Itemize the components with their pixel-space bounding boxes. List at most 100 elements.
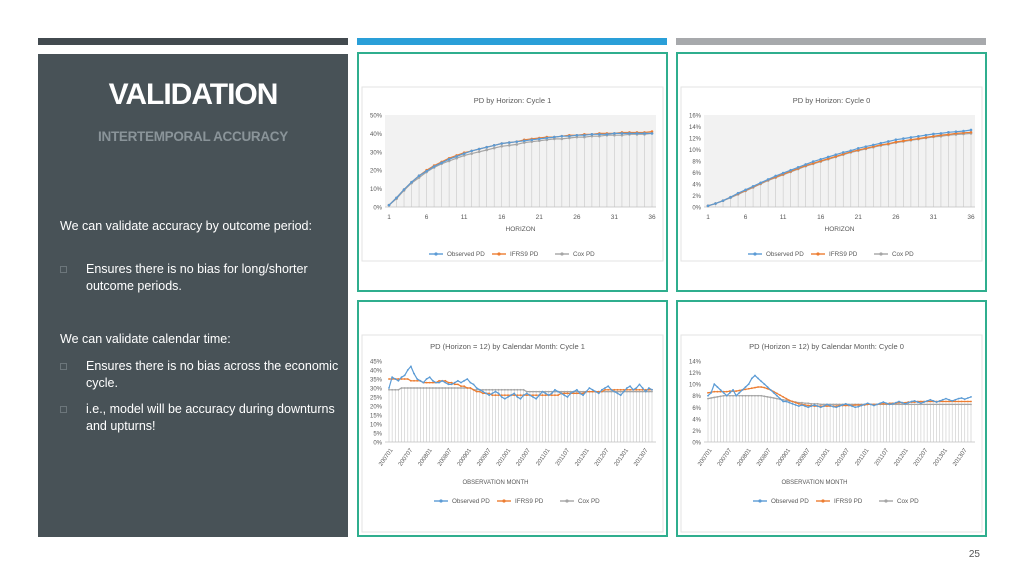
data-point: [910, 400, 913, 403]
data-point: [887, 142, 890, 146]
data-point: [822, 403, 825, 406]
data-point: [707, 397, 709, 400]
data-point: [403, 378, 406, 380]
data-point: [804, 402, 806, 405]
chart-panel-pd-horizon-cycle1: PD by Horizon: Cycle 1 0% 10% 20% 30% 40% 50% 1…: [357, 52, 668, 292]
data-point: [460, 385, 462, 388]
data-point: [722, 394, 725, 397]
data-point: [500, 142, 504, 145]
data-point: [394, 388, 397, 391]
data-point: [582, 394, 585, 397]
data-point: [954, 130, 958, 133]
data-point: [738, 389, 741, 392]
data-point: [477, 147, 481, 151]
data-point: [447, 383, 450, 386]
data-point: [750, 387, 753, 390]
data-point: [788, 401, 791, 404]
data-point: [560, 390, 563, 393]
data-point: [763, 395, 766, 398]
bullet-downturns-upturns: i.e., model will be accuracy during down…: [60, 401, 340, 435]
data-point: [920, 402, 922, 405]
data-point: [638, 388, 641, 391]
data-point: [450, 381, 453, 384]
data-point: [488, 388, 491, 391]
legend-label: IFRS9 PD: [510, 251, 539, 258]
data-point: [775, 392, 778, 395]
data-point: [541, 394, 544, 397]
data-point: [932, 132, 935, 136]
data-point: [782, 395, 785, 398]
y-tick-label: 0%: [692, 441, 701, 447]
y-tick-label: 20%: [370, 169, 383, 175]
data-point: [470, 152, 473, 155]
data-point: [644, 390, 647, 393]
data-point: [522, 139, 526, 143]
data-point: [475, 388, 478, 391]
data-point: [766, 387, 769, 390]
data-point: [460, 387, 462, 389]
data-point: [924, 133, 928, 137]
data-point: [455, 156, 458, 160]
data-point: [403, 387, 406, 389]
data-point: [507, 141, 511, 144]
data-point: [879, 402, 882, 405]
data-point: [422, 387, 425, 389]
data-point: [785, 400, 788, 403]
data-point: [525, 394, 528, 397]
y-tick-label: 35%: [370, 378, 383, 384]
data-point: [869, 403, 872, 406]
data-point: [583, 135, 586, 139]
data-point: [835, 406, 838, 409]
data-point: [721, 199, 725, 202]
top-accent-bar-grey: [676, 38, 986, 45]
data-point: [970, 403, 972, 406]
data-point: [948, 398, 950, 401]
data-point: [563, 394, 566, 397]
data-point: [588, 390, 591, 393]
data-point: [560, 392, 563, 395]
legend-label: Observed PD: [447, 251, 485, 258]
data-point: [462, 154, 466, 157]
data-point: [641, 390, 644, 393]
data-point: [403, 374, 406, 377]
data-point: [572, 390, 575, 393]
data-point: [388, 378, 390, 380]
data-point: [945, 403, 947, 406]
y-tick-label: 2%: [692, 429, 701, 435]
data-point: [613, 133, 616, 137]
legend-swatch-marker: [879, 252, 883, 256]
y-tick-label: 2%: [692, 194, 701, 200]
data-point: [650, 130, 654, 133]
chart-title: PD (Horizon = 12) by Calendar Month: Cyc…: [430, 342, 585, 351]
data-point: [610, 388, 613, 391]
data-point: [388, 387, 390, 389]
legend-swatch-marker: [497, 252, 501, 256]
data-point: [406, 387, 409, 389]
data-point: [907, 401, 910, 404]
data-point: [747, 387, 750, 390]
y-tick-label: 12%: [689, 137, 702, 143]
data-point: [417, 174, 421, 178]
data-point: [413, 379, 415, 382]
data-point: [425, 387, 428, 389]
data-point: [923, 403, 925, 406]
data-point: [605, 133, 609, 136]
data-point: [616, 388, 619, 391]
y-tick-label: 16%: [689, 114, 702, 120]
data-point: [641, 387, 644, 389]
data-point: [826, 403, 828, 406]
data-point: [929, 400, 932, 403]
data-point: [550, 392, 553, 395]
data-point: [947, 133, 950, 136]
data-point: [435, 381, 437, 384]
legend-label: Cox PD: [897, 498, 919, 505]
data-point: [604, 388, 606, 391]
data-point: [629, 385, 631, 388]
data-point: [729, 195, 732, 199]
data-point: [779, 394, 781, 397]
y-tick-label: 10%: [689, 148, 702, 154]
slide-subtitle: INTERTEMPORAL ACCURACY: [98, 129, 288, 144]
data-point: [719, 389, 722, 391]
data-point: [807, 404, 810, 407]
data-point: [951, 400, 954, 402]
